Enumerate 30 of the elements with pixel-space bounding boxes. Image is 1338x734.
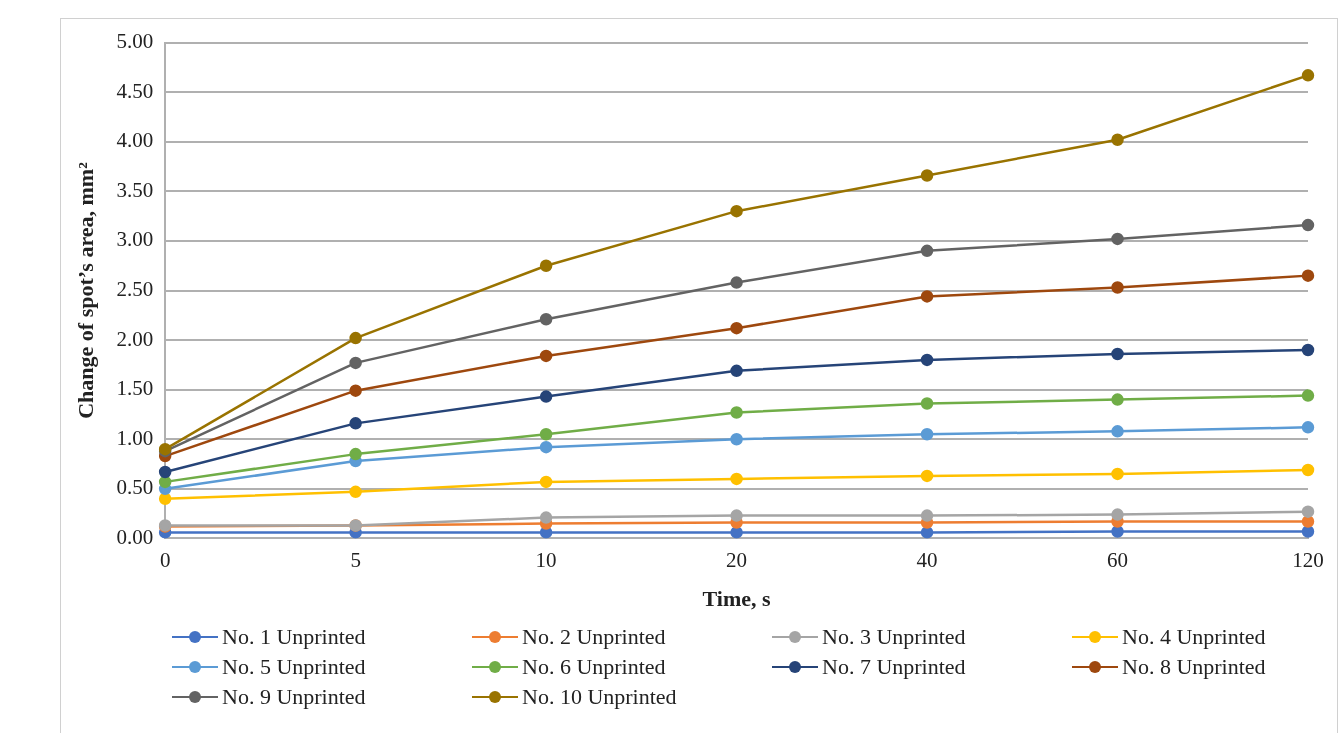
legend-label: No. 8 Unprinted xyxy=(1122,654,1266,680)
legend-label: No. 2 Unprinted xyxy=(522,624,666,650)
x-tick-label: 10 xyxy=(535,547,557,572)
legend-label: No. 1 Unprinted xyxy=(222,624,366,650)
y-tick-label: 2.00 xyxy=(116,326,154,351)
y-tick-label: 3.00 xyxy=(116,227,154,252)
y-tick-label: 5.00 xyxy=(116,29,154,54)
y-tick-label: 1.50 xyxy=(116,376,154,401)
x-tick-label: 40 xyxy=(916,547,938,572)
y-tick-label: 3.50 xyxy=(116,177,154,202)
y-tick-label: 0.00 xyxy=(116,524,154,549)
legend-label: No. 9 Unprinted xyxy=(222,684,366,710)
y-tick-label: 0.50 xyxy=(116,475,154,500)
legend-label: No. 3 Unprinted xyxy=(822,624,966,650)
x-tick-label: 20 xyxy=(726,547,748,572)
x-tick-label: 60 xyxy=(1107,547,1129,572)
x-axis-title: Time, s xyxy=(702,586,772,612)
legend-label: No. 10 Unprinted xyxy=(522,684,677,710)
legend-label: No. 6 Unprinted xyxy=(522,654,666,680)
x-tick-label: 120 xyxy=(1292,547,1324,572)
y-tick-label: 1.00 xyxy=(116,425,154,450)
legend-label: No. 7 Unprinted xyxy=(822,654,966,680)
legend-label: No. 4 Unprinted xyxy=(1122,624,1266,650)
y-tick-label: 4.50 xyxy=(116,78,154,103)
x-tick-label: 5 xyxy=(350,547,361,572)
y-tick-label: 4.00 xyxy=(116,128,154,153)
y-tick-label: 2.50 xyxy=(116,277,154,302)
x-tick-label: 0 xyxy=(159,547,171,572)
legend-label: No. 5 Unprinted xyxy=(222,654,366,680)
y-axis-title: Change of spot’s area, mm² xyxy=(72,161,98,419)
